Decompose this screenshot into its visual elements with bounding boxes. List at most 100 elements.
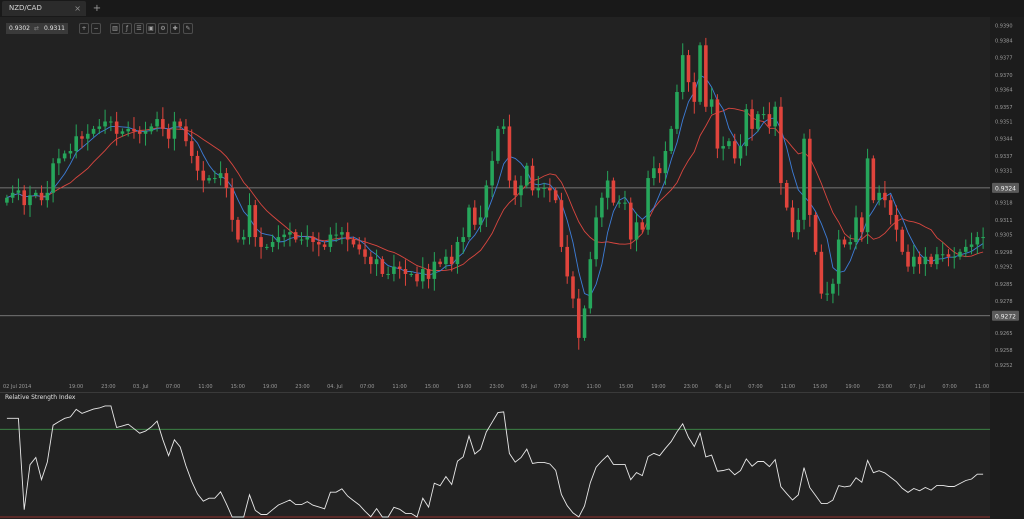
candle-body (288, 232, 292, 235)
candle-body (553, 190, 558, 201)
candle-body (981, 237, 985, 239)
candle-body (467, 207, 471, 238)
tab-nzdcad[interactable]: NZD/CAD × (2, 1, 86, 16)
candle-body (455, 241, 460, 265)
rsi-title: Relative Strength Index (5, 394, 76, 401)
candle-body (617, 202, 621, 204)
candle-body (126, 128, 130, 132)
candle-body (912, 256, 916, 267)
y-tick-label: 0.9318 (995, 201, 1013, 207)
candle-body (628, 202, 633, 240)
chart-type-icon[interactable]: ▥ (110, 23, 120, 34)
candle-body (686, 55, 691, 83)
x-tick-label: 11:00 (781, 384, 795, 390)
candle-body (45, 192, 50, 201)
candle-body (836, 239, 841, 284)
candle-body (888, 200, 893, 215)
candle-body (178, 121, 182, 127)
y-tick-label: 0.9278 (995, 299, 1013, 305)
candle-body (652, 168, 656, 179)
candle-body (438, 261, 442, 265)
quote-box[interactable]: 0.9302 ⇄ 0.9311 (6, 23, 68, 34)
y-tick-label: 0.9351 (995, 120, 1013, 126)
candle-body (253, 205, 258, 238)
price-chart[interactable]: 0.9390 0.9384 0.9377 0.9370 0.9364 0.9357 0.93… (0, 0, 1024, 393)
candle-body (421, 269, 425, 282)
candle-body (472, 207, 477, 225)
candle-body (773, 106, 777, 127)
candle-body (172, 121, 177, 139)
screenshot-icon[interactable]: ▣ (146, 23, 156, 34)
candle-body (576, 298, 581, 338)
close-icon[interactable]: × (74, 4, 81, 13)
candle-body (605, 180, 610, 198)
candle-body (900, 229, 905, 252)
candle-body (917, 256, 922, 265)
y-tick-label: 0.9265 (995, 331, 1013, 337)
settings-icon[interactable]: ⚙ (158, 23, 168, 34)
moving-averages (6, 74, 984, 297)
panel-divider[interactable] (0, 392, 1024, 393)
y-tick-label: 0.9285 (995, 282, 1013, 288)
candle-body (854, 217, 858, 242)
ma-fast-line (6, 74, 984, 297)
candle-body (715, 99, 720, 149)
y-tick-label: 0.9370 (995, 73, 1013, 79)
x-tick-label: 15:00 (231, 384, 245, 390)
candle-body (22, 190, 27, 206)
x-tick-label: 05. Jul (521, 384, 537, 390)
candle-body (311, 237, 315, 242)
candle-body (299, 239, 304, 241)
candle-body (374, 259, 379, 265)
x-tick-label: 15:00 (425, 384, 439, 390)
candle-body (143, 131, 148, 134)
candle-body (582, 308, 587, 338)
x-tick-label: 19:00 (69, 384, 83, 390)
zoom-out-icon[interactable]: − (91, 23, 101, 34)
candle-body (600, 197, 604, 218)
indicators-icon[interactable]: ƒ (122, 23, 132, 34)
candle-body (149, 126, 154, 132)
swap-icon: ⇄ (34, 25, 40, 32)
x-tick-label: 23:00 (878, 384, 892, 390)
x-tick-label: 23:00 (295, 384, 309, 390)
x-tick-label: 15:00 (813, 384, 827, 390)
candle-body (871, 158, 876, 201)
candle-body (548, 187, 552, 191)
x-tick-label: 04. Jul (327, 384, 343, 390)
candle-body (293, 232, 298, 240)
horizontal-levels[interactable]: 0.9324 0.9272 (0, 182, 1019, 321)
candle-body (969, 244, 974, 247)
candle-body (524, 165, 529, 186)
candle-body (860, 217, 864, 233)
candle-body (91, 128, 96, 134)
add-tab-icon[interactable]: + (92, 3, 102, 14)
candle-body (940, 254, 945, 256)
candle-body (259, 237, 263, 247)
candle-body (877, 192, 881, 201)
y-axis: 0.9390 0.9384 0.9377 0.9370 0.9364 0.9357 0.93… (990, 17, 1024, 392)
candle-body (16, 190, 21, 193)
candle-body (946, 254, 951, 257)
crosshair-icon[interactable]: ✚ (170, 23, 180, 34)
candle-body (137, 131, 142, 134)
candle-body (33, 192, 38, 196)
candle-body (334, 234, 338, 236)
drawing-icon[interactable]: ✎ (183, 23, 193, 34)
candle-body (403, 269, 408, 274)
candle-body (132, 128, 136, 132)
x-tick-label: 15:00 (619, 384, 633, 390)
level-label: 0.9272 (995, 313, 1016, 320)
x-tick-label: 03. Jul (133, 384, 149, 390)
candle-body (109, 121, 113, 123)
x-tick-label: 11:00 (198, 384, 212, 390)
level-label-box (992, 310, 1019, 321)
candle-body (496, 128, 500, 161)
candle-body (594, 217, 598, 260)
template-icon[interactable]: ☰ (134, 23, 144, 34)
rsi-panel[interactable] (0, 393, 1024, 519)
zoom-in-icon[interactable]: + (79, 23, 89, 34)
candle-body (392, 266, 396, 274)
candle-body (779, 106, 783, 183)
y-tick-label: 0.9377 (995, 56, 1013, 62)
